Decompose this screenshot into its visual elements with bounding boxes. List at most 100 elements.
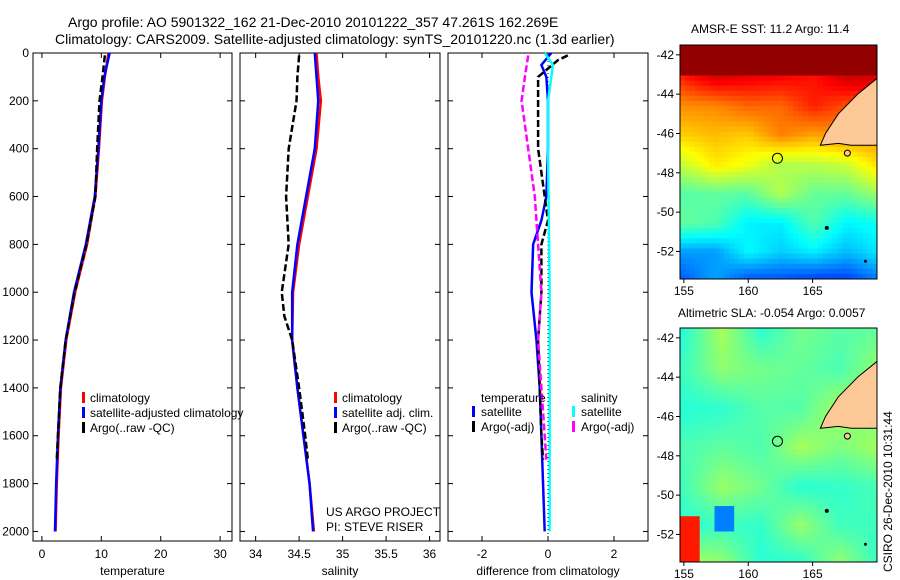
- map-cell: [744, 263, 750, 270]
- map-cell: [842, 378, 848, 385]
- map-cell: [788, 373, 794, 380]
- map-cell: [744, 495, 750, 502]
- map-cell: [694, 424, 701, 431]
- map-cell: [684, 202, 691, 209]
- map-cell: [783, 475, 789, 482]
- map-cell: [763, 212, 770, 219]
- map-cell: [847, 243, 853, 249]
- map-cell: [714, 500, 720, 507]
- map-cell: [744, 429, 750, 436]
- map-cell: [822, 445, 829, 451]
- map-cell: [699, 95, 706, 102]
- map-cell: [744, 95, 750, 102]
- map-cell: [847, 238, 853, 244]
- map-cell: [867, 485, 873, 492]
- map-cell: [822, 60, 829, 66]
- map-cell: [832, 268, 839, 275]
- map-cell: [808, 470, 814, 477]
- map-cell: [734, 253, 740, 260]
- map-cell: [758, 212, 765, 219]
- map-cell: [822, 223, 829, 229]
- map-cell: [857, 60, 863, 66]
- map-cell: [744, 511, 750, 517]
- map-cell: [808, 207, 814, 214]
- map-cell: [773, 343, 779, 349]
- map-cell: [694, 207, 701, 214]
- map-cell: [729, 45, 735, 51]
- map-cell: [862, 156, 868, 163]
- map-cell: [862, 273, 868, 280]
- map-cell: [778, 248, 784, 255]
- map-cell: [689, 172, 696, 178]
- map-cell: [719, 506, 725, 512]
- map-cell: [748, 50, 755, 56]
- map-cell: [822, 470, 829, 477]
- map-cell: [739, 551, 745, 558]
- map-cell: [704, 526, 711, 532]
- map-cell: [778, 404, 784, 410]
- map-cell: [699, 338, 706, 344]
- map-cell: [788, 480, 794, 487]
- map-cell: [714, 182, 720, 188]
- map-cell: [798, 409, 804, 415]
- map-cell: [719, 333, 725, 339]
- map-cell: [709, 485, 715, 492]
- map-cell: [778, 414, 784, 421]
- map-cell: [862, 253, 868, 260]
- map-cell: [783, 383, 789, 390]
- map-cell: [857, 167, 863, 173]
- map-cell: [808, 131, 814, 138]
- map-cell: [867, 50, 873, 56]
- map-cell: [739, 465, 745, 471]
- map-cell: [758, 253, 765, 260]
- map-cell: [793, 146, 799, 153]
- map-cell: [822, 167, 829, 173]
- map-cell: [837, 55, 844, 61]
- map-cell: [739, 126, 745, 132]
- map-cell: [817, 485, 824, 492]
- map-cell: [803, 243, 809, 249]
- map-cell: [758, 363, 765, 370]
- map-cell: [714, 248, 720, 255]
- map-cell: [684, 146, 691, 153]
- map-cell: [719, 546, 725, 553]
- map-cell: [699, 399, 706, 405]
- map-cell: [783, 223, 789, 229]
- map-cell: [842, 258, 848, 265]
- map-cell: [812, 45, 819, 51]
- map-cell: [684, 192, 691, 199]
- map-cell: [699, 202, 706, 209]
- map-cell: [724, 248, 730, 255]
- map-cell: [808, 50, 814, 56]
- map-cell: [862, 429, 868, 436]
- map-cell: [684, 177, 691, 183]
- map-cell: [680, 80, 686, 87]
- map-cell: [773, 141, 779, 148]
- map-cell: [808, 258, 814, 265]
- map-cell: [729, 106, 735, 112]
- map-cell: [709, 378, 715, 385]
- map-cell: [857, 490, 863, 497]
- map-cell: [852, 495, 858, 502]
- map-cell: [842, 551, 848, 558]
- map-cell: [822, 70, 829, 77]
- map-cell: [714, 233, 720, 239]
- map-cell: [719, 500, 725, 507]
- map-cell: [872, 445, 878, 451]
- map-cell: [744, 455, 750, 461]
- map-cell: [758, 70, 765, 77]
- map-cell: [832, 202, 839, 209]
- map-cell: [862, 556, 868, 563]
- map-cell: [709, 521, 715, 527]
- map-cell: [709, 131, 715, 138]
- map-cell: [778, 500, 784, 507]
- map-cell: [689, 460, 696, 466]
- map-cell: [788, 248, 794, 255]
- map-cell: [852, 551, 858, 558]
- map-cell: [847, 363, 853, 370]
- map-cell: [724, 268, 730, 275]
- map-cell: [689, 121, 696, 127]
- map-cell: [862, 60, 868, 66]
- map-cell: [842, 470, 848, 477]
- map-cell: [734, 136, 740, 143]
